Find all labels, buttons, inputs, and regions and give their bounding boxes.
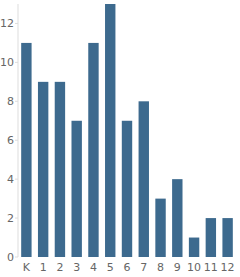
x-tick-label: 2 xyxy=(56,261,63,274)
y-tick-label: 0 xyxy=(7,251,14,264)
bar xyxy=(55,82,65,257)
y-tick xyxy=(15,23,18,24)
x-tick-label: 5 xyxy=(107,261,114,274)
y-tick-label: 12 xyxy=(0,17,14,30)
x-tick-label: K xyxy=(23,261,31,274)
bar xyxy=(189,238,199,257)
x-tick-label: 12 xyxy=(221,261,235,274)
bar xyxy=(222,218,232,257)
bars xyxy=(21,4,233,257)
bar xyxy=(88,43,98,257)
y-axis-line xyxy=(18,4,19,257)
x-tick-label: 3 xyxy=(73,261,80,274)
x-tick-label: 9 xyxy=(174,261,181,274)
y-tick-label: 10 xyxy=(0,56,14,69)
bar xyxy=(172,179,182,257)
x-tick-label: 11 xyxy=(204,261,218,274)
bar xyxy=(155,199,165,257)
bar xyxy=(206,218,216,257)
x-tick-label: 4 xyxy=(90,261,97,274)
y-tick xyxy=(15,62,18,63)
y-tick xyxy=(15,101,18,102)
y-tick xyxy=(15,257,18,258)
x-tick-label: 8 xyxy=(157,261,164,274)
bar xyxy=(21,43,31,257)
chart: 024681012K123456789101112 xyxy=(0,0,240,277)
x-tick-label: 6 xyxy=(124,261,131,274)
bar xyxy=(105,4,115,257)
bar xyxy=(122,121,132,257)
y-tick-label: 8 xyxy=(7,95,14,108)
y-tick-label: 4 xyxy=(7,173,14,186)
y-tick xyxy=(15,179,18,180)
bar xyxy=(139,101,149,257)
x-tick-label: 1 xyxy=(40,261,47,274)
bar xyxy=(71,121,81,257)
x-tick-label: 7 xyxy=(140,261,147,274)
x-tick-label: 10 xyxy=(187,261,201,274)
y-tick-label: 6 xyxy=(7,134,14,147)
bar xyxy=(38,82,48,257)
y-tick xyxy=(15,218,18,219)
y-tick-label: 2 xyxy=(7,212,14,225)
y-tick xyxy=(15,140,18,141)
